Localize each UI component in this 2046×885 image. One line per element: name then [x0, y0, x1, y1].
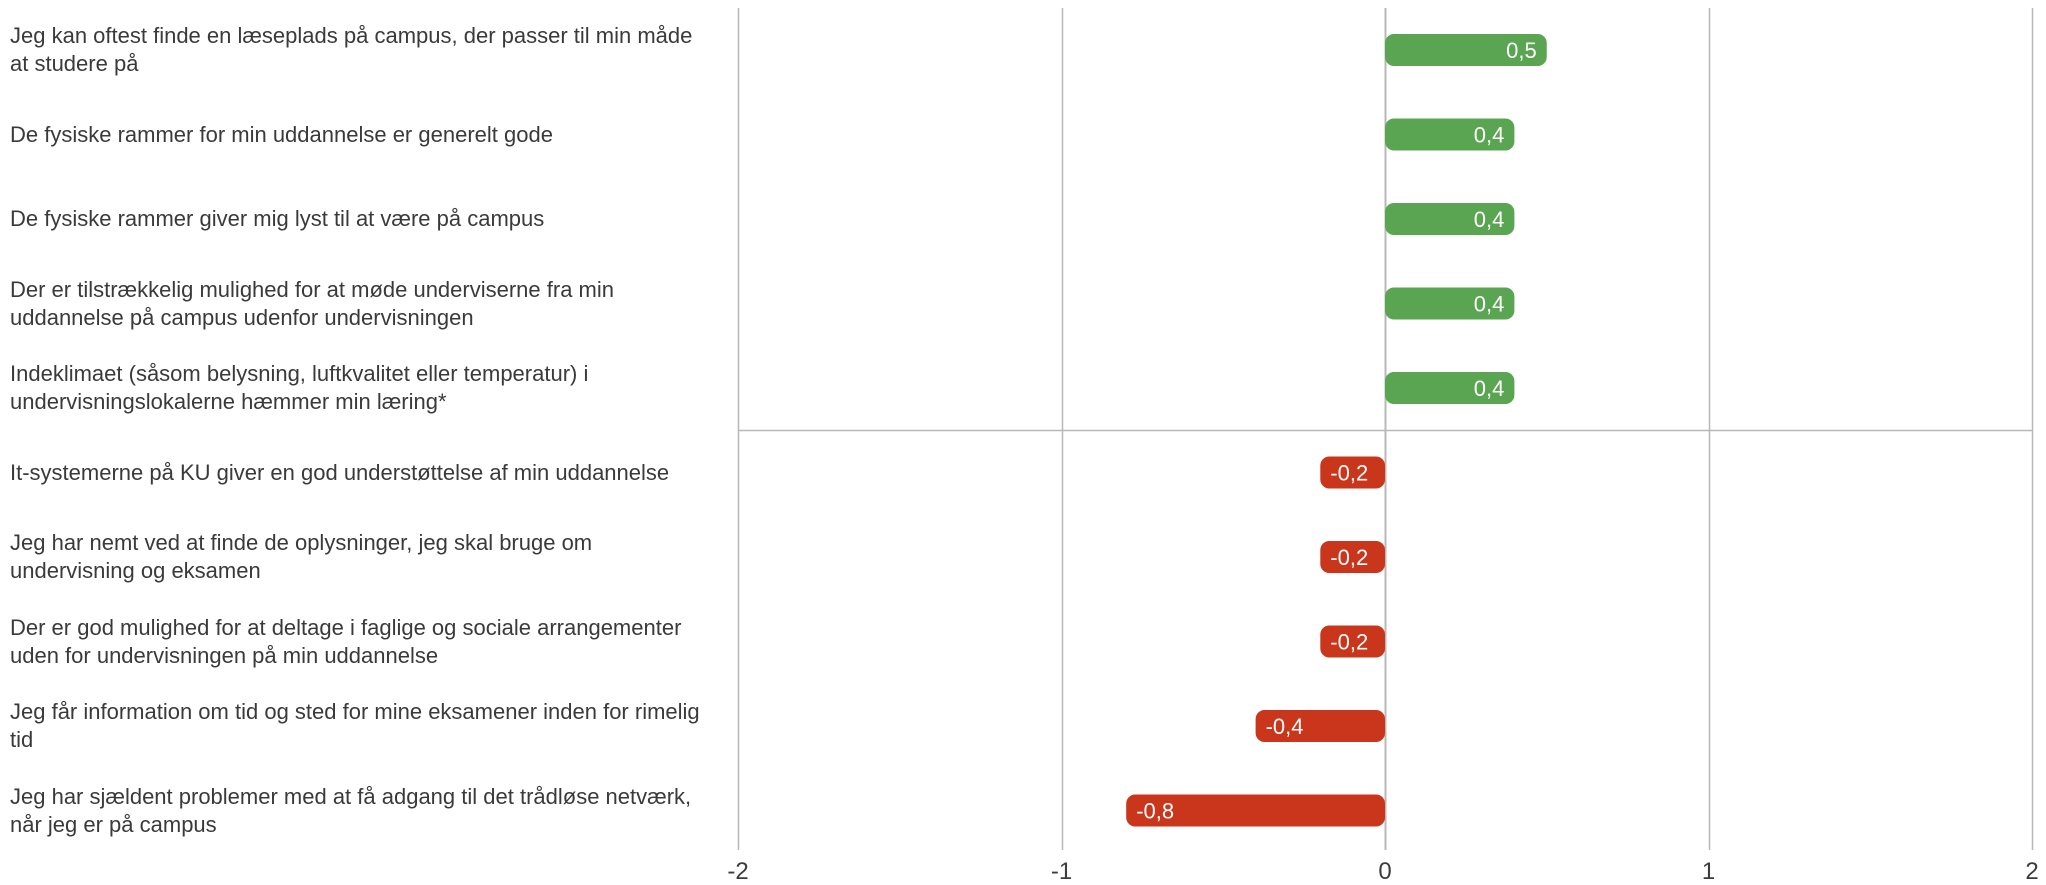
category-label: Indeklimaet (såsom belysning, luftkvalit… [10, 361, 589, 414]
category-label: Jeg har sjældent problemer med at få adg… [10, 783, 692, 837]
category-label: De fysiske rammer giver mig lyst til at … [10, 206, 545, 231]
x-tick-label: 1 [1702, 858, 1715, 885]
category-label: Der er tilstrækkelig mulighed for at mød… [10, 276, 615, 330]
category-label: It-systemerne på KU giver en god underst… [10, 459, 670, 485]
bar [1320, 456, 1385, 489]
x-tick-label: -1 [1051, 858, 1072, 885]
bar [1126, 794, 1385, 827]
bar [1320, 625, 1385, 658]
bar [1320, 541, 1385, 573]
x-tick-label: -2 [727, 858, 748, 885]
category-label: Jeg har nemt ved at finde de oplysninger… [10, 530, 593, 583]
bar [1385, 287, 1515, 320]
bar [1385, 34, 1547, 66]
x-tick-label: 2 [2025, 858, 2038, 885]
x-tick-label: 0 [1378, 858, 1391, 885]
bar [1385, 118, 1515, 151]
data-label: 0,4 [1474, 292, 1505, 317]
data-label: -0,8 [1136, 799, 1174, 824]
bar [1255, 710, 1385, 742]
category-label: Jeg kan oftest finde en læseplads på cam… [10, 23, 693, 76]
data-label: -0,2 [1330, 461, 1368, 486]
bar [1385, 203, 1515, 235]
data-label: -0,2 [1330, 545, 1368, 570]
data-label: 0,5 [1506, 38, 1537, 63]
data-label: 0,4 [1474, 123, 1505, 148]
category-label: De fysiske rammer for min uddannelse er … [10, 121, 553, 147]
category-label: Jeg får information om tid og sted for m… [10, 699, 700, 752]
data-label: -0,4 [1266, 714, 1304, 739]
data-label: 0,4 [1474, 207, 1505, 232]
data-label: 0,4 [1474, 376, 1505, 401]
data-label: -0,2 [1330, 630, 1368, 655]
bar [1385, 372, 1515, 404]
category-label: Der er god mulighed for at deltage i fag… [10, 614, 682, 668]
